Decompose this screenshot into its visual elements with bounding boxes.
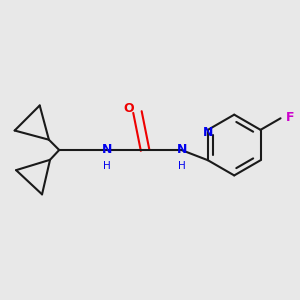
Text: N: N	[177, 142, 188, 155]
Text: F: F	[286, 111, 294, 124]
Text: N: N	[102, 142, 112, 155]
Text: H: H	[178, 161, 186, 171]
Text: N: N	[203, 126, 214, 139]
Text: O: O	[123, 102, 134, 115]
Text: H: H	[103, 161, 111, 171]
